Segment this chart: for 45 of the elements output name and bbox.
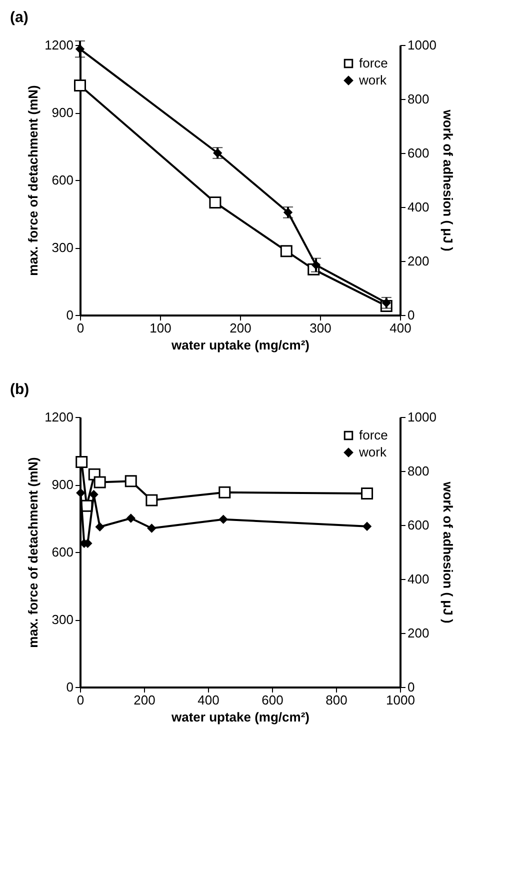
x-tick-label: 200 — [134, 692, 156, 708]
x-tick-label: 0 — [76, 692, 84, 708]
y2-tick-label: 600 — [408, 518, 430, 532]
y2-tick-label: 600 — [408, 146, 430, 160]
x-tick-label: 600 — [262, 692, 284, 708]
y-tick-label: 300 — [52, 612, 74, 627]
legend-label: work — [358, 72, 387, 88]
x-tick-label: 1000 — [386, 692, 415, 708]
y2-axis-title: work of adhesion ( μJ ) — [440, 108, 456, 252]
x-tick-label: 800 — [326, 692, 348, 708]
y2-tick-label: 400 — [408, 200, 430, 214]
y-tick-label: 600 — [52, 544, 74, 560]
y2-tick-label: 200 — [408, 626, 430, 640]
x-axis-title: water uptake (mg/cm²) — [170, 338, 310, 352]
x-tick-label: 0 — [76, 320, 84, 336]
legend-label: work — [358, 444, 387, 460]
x-tick-label: 200 — [230, 320, 252, 336]
x-tick-label: 100 — [150, 320, 172, 336]
x-tick-label: 400 — [390, 320, 412, 336]
y2-tick-label: 400 — [408, 572, 430, 586]
y2-tick-label: 0 — [408, 680, 415, 694]
y-axis-title: max. force of detachment (mN) — [26, 85, 41, 276]
y2-tick-label: 200 — [408, 254, 430, 268]
y-tick-label: 0 — [66, 680, 74, 694]
y-tick-label: 1200 — [44, 410, 74, 424]
y2-tick-label: 1000 — [408, 38, 436, 52]
y2-tick-label: 1000 — [408, 410, 436, 424]
x-tick-label: 400 — [198, 692, 220, 708]
chart-title: (b) — [10, 381, 30, 398]
y2-axis-title: work of adhesion ( μJ ) — [440, 480, 456, 624]
y-tick-label: 900 — [52, 105, 74, 120]
chart-title: (a) — [10, 9, 28, 26]
x-tick-label: 300 — [310, 320, 332, 336]
legend-label: force — [359, 428, 388, 442]
y-tick-label: 0 — [66, 308, 74, 322]
y-tick-label: 300 — [52, 240, 74, 255]
legend-label: force — [359, 56, 388, 70]
y-tick-label: 600 — [52, 172, 74, 188]
y2-tick-label: 0 — [408, 308, 415, 322]
x-axis-title: water uptake (mg/cm²) — [170, 710, 310, 724]
y-tick-label: 1200 — [44, 38, 74, 52]
y2-tick-label: 800 — [408, 464, 430, 478]
y-axis-title: max. force of detachment (mN) — [26, 457, 41, 648]
y2-tick-label: 800 — [408, 92, 430, 106]
y-tick-label: 900 — [52, 477, 74, 492]
